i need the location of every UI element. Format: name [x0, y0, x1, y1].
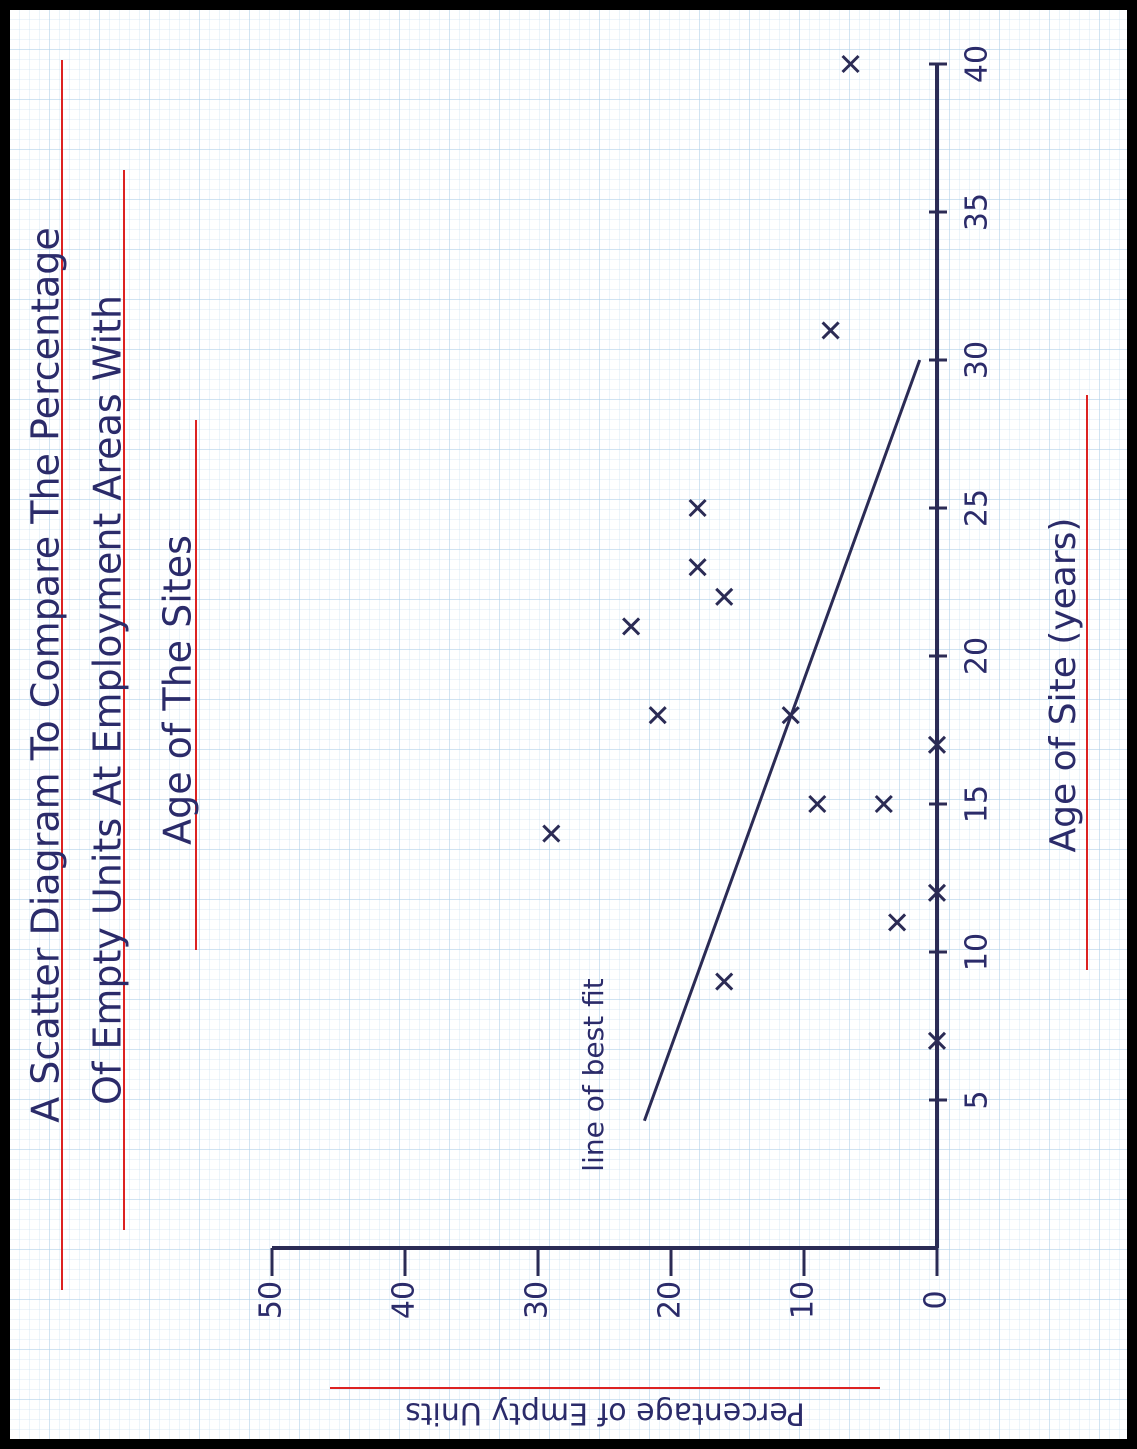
y-tick-label: 30 [520, 1281, 555, 1319]
x-tick-label: 15 [960, 785, 995, 823]
y-tick-label: 10 [786, 1281, 821, 1319]
y-tick-label: 40 [387, 1281, 422, 1319]
x-tick-label: 35 [960, 193, 995, 231]
y-axis-label: Percentage of Empty Units [405, 1396, 805, 1431]
x-tick-label: 25 [960, 489, 995, 527]
x-axis-label: Age of Site (years) [1043, 518, 1084, 853]
chart-title: Age of The Sites [156, 535, 200, 845]
x-tick-label: 10 [960, 933, 995, 971]
x-tick-label: 40 [960, 45, 995, 83]
x-tick-label: 30 [960, 341, 995, 379]
y-tick-label: 0 [919, 1290, 954, 1309]
annotation: line of best fit [577, 978, 610, 1171]
chart: A Scatter Diagram To Compare The Percent… [0, 0, 1137, 1449]
y-tick-label: 20 [653, 1281, 688, 1319]
y-tick-label: 50 [254, 1281, 289, 1319]
x-tick-label: 5 [960, 1090, 995, 1109]
chart-title: A Scatter Diagram To Compare The Percent… [24, 227, 68, 1123]
x-tick-label: 20 [960, 637, 995, 675]
chart-title: Of Empty Units At Employment Areas With [86, 295, 130, 1105]
